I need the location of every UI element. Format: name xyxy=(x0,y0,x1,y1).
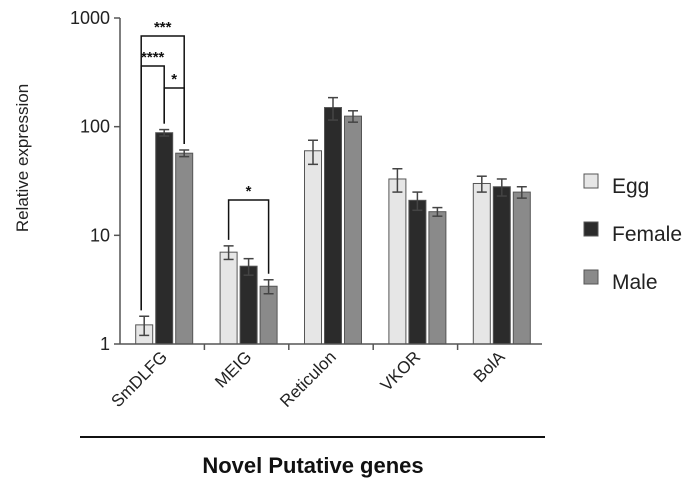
bar-female-smdlfg xyxy=(155,132,174,345)
bars xyxy=(135,96,531,345)
bar-female-vkor xyxy=(408,199,427,345)
bar-egg-reticulon xyxy=(304,150,322,345)
x-category-label: BolA xyxy=(470,347,509,386)
bar-female-bola xyxy=(492,186,511,345)
axes xyxy=(119,18,542,350)
x-category-label: Reticulon xyxy=(276,347,340,411)
legend-swatch-egg xyxy=(583,173,599,189)
x-category-label: VKOR xyxy=(377,347,425,395)
significance-label: *** xyxy=(154,19,172,36)
legend-swatch-male xyxy=(583,269,599,285)
significance-annotations: ********* xyxy=(140,19,270,311)
bar-male-vkor xyxy=(428,211,447,345)
legend-label-egg: Egg xyxy=(612,175,649,198)
legend: Egg Female Male xyxy=(583,173,682,294)
bar-female-meig xyxy=(239,265,258,345)
y-tick-label: 100 xyxy=(80,117,110,137)
legend-swatch-female xyxy=(583,221,599,237)
x-category-label: SmDLFG xyxy=(107,347,171,411)
x-axis-label: Novel Putative genes xyxy=(202,453,423,478)
legend-label-male: Male xyxy=(612,271,658,294)
significance-bracket xyxy=(163,87,185,144)
y-tick-label: 1 xyxy=(100,334,110,354)
x-category-label: MEIG xyxy=(211,347,255,391)
legend-label-female: Female xyxy=(612,223,682,246)
x-axis-category-labels: SmDLFG MEIG Reticulon VKOR BolA xyxy=(107,347,509,411)
bar-male-reticulon xyxy=(344,115,362,345)
significance-bracket xyxy=(227,199,270,274)
bar-egg-vkor xyxy=(388,178,407,345)
bar-female-reticulon xyxy=(324,107,342,345)
bar-male-bola xyxy=(512,191,531,345)
significance-label: * xyxy=(171,71,177,88)
significance-label: * xyxy=(246,183,252,200)
y-axis-ticks: 1 10 100 1000 xyxy=(70,8,120,354)
significance-label: **** xyxy=(141,49,165,66)
bar-male-smdlfg xyxy=(175,152,194,345)
bar-egg-bola xyxy=(472,182,491,345)
bar-male-meig xyxy=(259,285,278,345)
y-tick-label: 10 xyxy=(90,225,110,245)
y-axis-label: Relative expression xyxy=(13,84,32,232)
y-tick-label: 1000 xyxy=(70,8,110,28)
bar-egg-meig xyxy=(219,251,238,345)
